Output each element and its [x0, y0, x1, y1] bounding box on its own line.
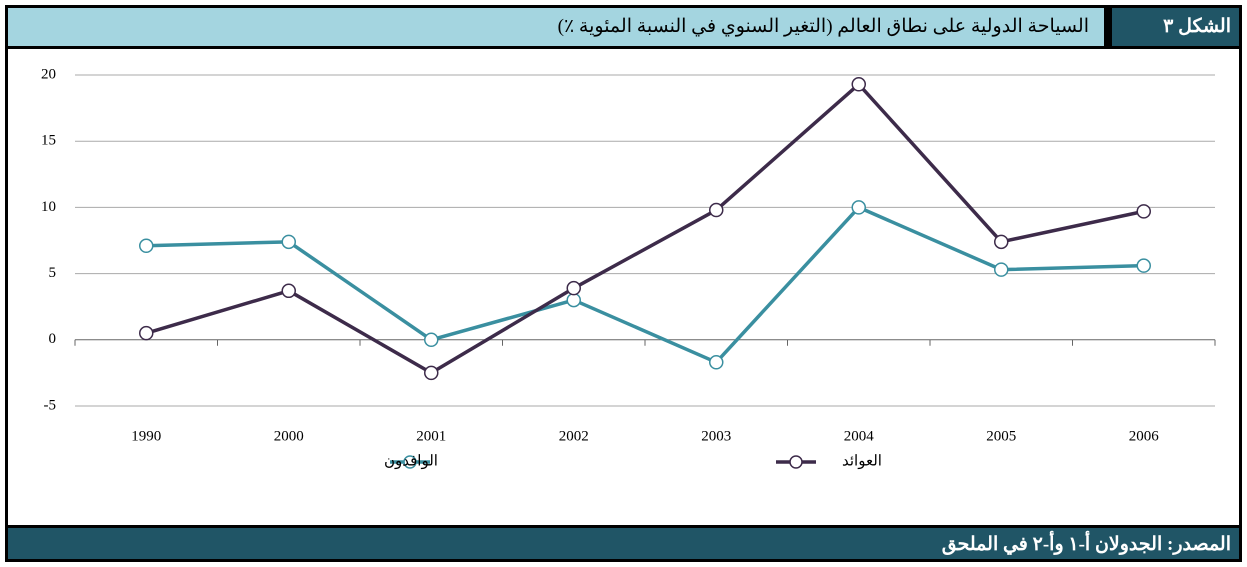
- data-point: [1136, 258, 1151, 273]
- data-point: [709, 202, 724, 218]
- data-point: [424, 365, 439, 381]
- y-tick-label: 15: [41, 133, 56, 149]
- legend-label: الوافدون: [384, 453, 438, 469]
- y-tick-label: 0: [49, 331, 57, 347]
- legend-marker: [403, 455, 417, 469]
- data-point: [994, 262, 1009, 277]
- series-line: [145, 82, 1145, 375]
- chart: -5 0 5 10 15 20 1990 2000 2001 2002 2003 2004 2005 20…: [41, 66, 1216, 469]
- x-tick-label: 2001: [416, 428, 446, 444]
- figure-frame: السياحة الدولية على نطاق العالم (التغير …: [5, 5, 1242, 562]
- data-point: [424, 332, 439, 348]
- figure-label: الشكل ٣: [1104, 8, 1239, 46]
- data-point: [709, 355, 724, 370]
- x-tick-label: 2005: [986, 428, 1016, 444]
- legend-label: العوائد: [842, 453, 882, 469]
- data-point: [851, 200, 866, 215]
- x-tick-label: 2000: [274, 428, 304, 444]
- y-tick-label: -5: [44, 397, 57, 413]
- data-point: [281, 234, 296, 250]
- header: السياحة الدولية على نطاق العالم (التغير …: [8, 8, 1239, 49]
- y-tick-label: 10: [41, 199, 56, 215]
- x-tick-label: 2004: [844, 428, 875, 444]
- series-line: [146, 205, 1144, 365]
- x-tick-label: 1990: [131, 428, 161, 444]
- chart-title: السياحة الدولية على نطاق العالم (التغير …: [557, 16, 1089, 37]
- x-tick-label: 2003: [701, 428, 731, 444]
- y-tick-label: 5: [49, 265, 57, 281]
- legend-marker: [789, 455, 803, 469]
- data-point: [1136, 204, 1151, 219]
- data-point: [566, 280, 581, 296]
- data-point: [994, 234, 1009, 250]
- x-tick-label: 2002: [559, 428, 589, 444]
- data-point: [139, 238, 154, 254]
- data-point: [566, 292, 581, 308]
- data-point: [139, 325, 154, 341]
- data-point: [281, 283, 296, 299]
- y-tick-label: 20: [41, 66, 56, 82]
- x-tick-label: 2006: [1129, 428, 1160, 444]
- source-note: المصدر: الجدولان أ-١ وأ-٢ في الملحق: [8, 525, 1239, 559]
- data-point: [851, 77, 866, 92]
